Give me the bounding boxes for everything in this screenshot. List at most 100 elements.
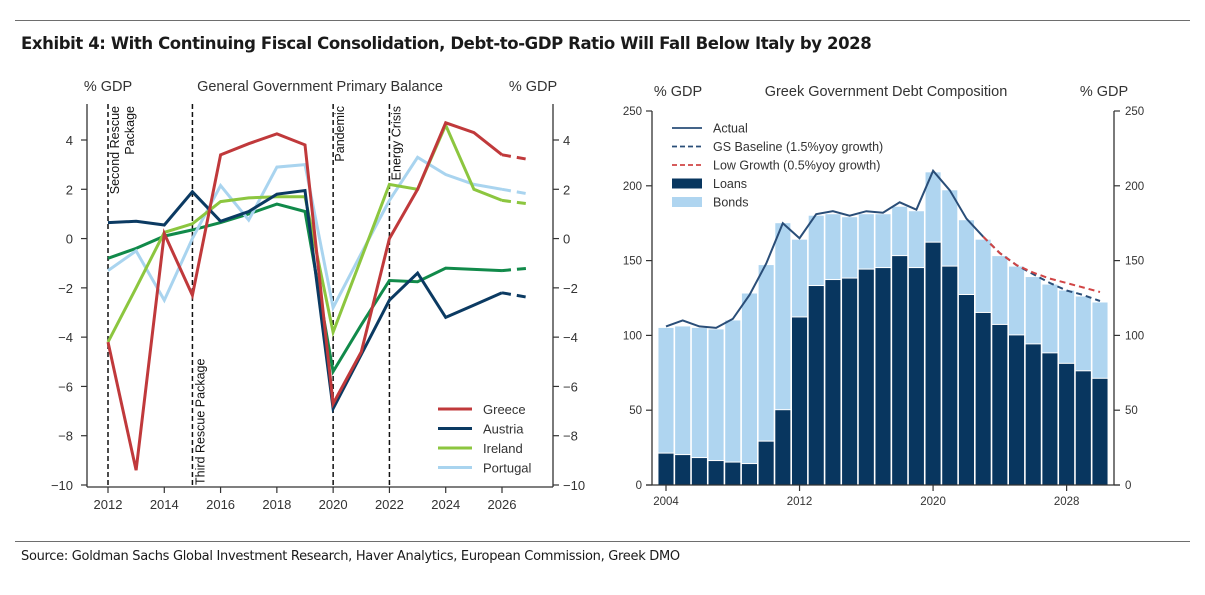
y-tick-label-right: −2	[563, 281, 578, 296]
legend-label-actual: Actual	[713, 122, 748, 136]
legend-label-loans: Loans	[713, 177, 747, 191]
bar-bonds	[775, 223, 791, 410]
bar-loans	[775, 410, 791, 485]
y-tick-label-right: −6	[563, 379, 578, 394]
right-chart-legend: Actual GS Baseline (1.5%yoy growth) Low Gr…	[672, 122, 883, 210]
event-label-second-rescue-package: Second Rescue Package	[108, 106, 137, 194]
bar-loans	[741, 464, 758, 485]
bar-bonds	[758, 265, 774, 441]
bar-loans	[842, 278, 858, 485]
bar-loans	[858, 269, 874, 485]
bar-loans	[708, 461, 724, 485]
x-tick-label: 2004	[653, 496, 679, 508]
bar-bonds	[842, 217, 858, 278]
bar-bonds	[942, 190, 958, 266]
series-portugal	[107, 155, 531, 313]
left-chart-ylabel-left: % GDP	[84, 79, 132, 95]
event-label-text: Third Rescue Package	[193, 358, 207, 485]
bar-group-2024	[992, 256, 1008, 485]
primary-balance-chart: % GDP General Government Primary Balance…	[51, 79, 585, 512]
y-tick-label-left: 150	[623, 256, 642, 268]
legend-label-low-growth-0-5-yoy-growth: Low Growth (0.5%yoy growth)	[713, 159, 880, 173]
bar-loans	[725, 462, 741, 485]
forecast-line-ireland	[501, 198, 531, 206]
y-tick-label-left: 100	[623, 330, 642, 342]
y-tick-label-left: −8	[58, 429, 73, 444]
y-tick-label-right: 0	[563, 232, 570, 247]
line-austria	[107, 188, 503, 414]
y-tick-label-right: 250	[1125, 106, 1144, 118]
bar-group-2012	[791, 239, 808, 485]
bar-loans	[825, 280, 841, 485]
y-tick-label-right: 2	[563, 182, 570, 197]
y-tick-label-right: 100	[1125, 330, 1144, 342]
bar-group-2008	[725, 320, 741, 485]
y-tick-label-right: 200	[1125, 181, 1144, 193]
bar-loans	[758, 441, 774, 485]
bar-bonds	[691, 327, 707, 458]
bar-group-2004	[658, 327, 674, 485]
bar-group-2013	[808, 215, 824, 485]
y-tick-label-left: 2	[66, 182, 73, 197]
top-rule	[15, 20, 1190, 21]
bar-loans	[1025, 344, 1041, 485]
exhibit-title: Exhibit 4: With Continuing Fiscal Consol…	[21, 34, 872, 53]
y-tick-label-left: 50	[629, 405, 642, 417]
legend-swatch-bonds	[672, 197, 702, 207]
forecast-line-greece	[501, 153, 531, 162]
legend-label-portugal: Portugal	[483, 461, 532, 476]
x-tick-label: 2020	[319, 497, 348, 512]
bar-bonds	[858, 214, 874, 269]
bar-group-2030	[1092, 302, 1108, 485]
bar-loans	[675, 455, 691, 485]
bar-loans	[908, 268, 924, 485]
bar-group-2026	[1025, 277, 1041, 485]
forecast-line-austria	[501, 291, 531, 300]
bar-loans	[975, 312, 991, 485]
y-tick-label-left: −2	[58, 281, 73, 296]
y-tick-label-left: 0	[636, 480, 642, 492]
bar-group-2009	[741, 293, 758, 485]
x-tick-label: 2022	[375, 497, 404, 512]
left-chart-ylabel-right: % GDP	[509, 79, 557, 95]
bar-loans	[1008, 335, 1025, 485]
debt-lines	[665, 168, 1101, 329]
source-note: Source: Goldman Sachs Global Investment …	[21, 549, 680, 564]
event-annotations: Second Rescue Package Third Rescue Package…	[107, 104, 403, 487]
y-tick-label-right: 4	[563, 133, 570, 148]
line-gs-baseline-1-5-yoy-growth	[982, 235, 1101, 302]
bar-bonds	[875, 214, 891, 268]
y-tick-label-right: 150	[1125, 256, 1144, 268]
y-tick-label-left: 0	[66, 232, 73, 247]
bar-loans	[942, 266, 958, 485]
bar-group-2023	[975, 239, 991, 485]
bar-bonds	[791, 239, 808, 317]
x-tick-label: 2018	[262, 497, 291, 512]
right-chart-title: Greek Government Debt Composition	[765, 84, 1008, 100]
x-tick-label: 2012	[787, 496, 813, 508]
bar-bonds	[658, 327, 674, 453]
legend-label-gs-baseline-1-5-yoy-growth: GS Baseline (1.5%yoy growth)	[713, 140, 883, 154]
bar-bonds	[1042, 284, 1058, 353]
series-lines	[106, 120, 531, 471]
bar-bonds	[725, 320, 741, 462]
legend-swatch-loans	[672, 178, 702, 189]
y-tick-label-left: −10	[51, 478, 73, 493]
bar-bonds	[825, 214, 841, 280]
series-greece	[106, 120, 531, 471]
y-tick-label-right: 0	[1125, 480, 1131, 492]
x-tick-label: 2020	[920, 496, 946, 508]
debt-composition-chart: % GDP Greek Government Debt Composition …	[623, 84, 1144, 508]
series-austria	[107, 188, 531, 414]
bar-group-2006	[691, 327, 707, 485]
line-low-growth-0-5-yoy-growth	[982, 235, 1101, 293]
forecast-line-portugal	[501, 187, 531, 196]
bar-group-2025	[1008, 266, 1025, 485]
left-chart-axes: 4 4 2 2 0 0 −2 −2 −4 −4 −6 −6 −8 −8 −10 −10 2012 2014 2016…	[51, 104, 585, 512]
bar-bonds	[992, 256, 1008, 324]
x-tick-label: 2026	[488, 497, 517, 512]
bar-bonds	[892, 206, 908, 256]
y-tick-label-right: −4	[563, 330, 578, 345]
event-label-text: Second Rescue	[108, 106, 122, 194]
bar-bonds	[741, 293, 758, 464]
